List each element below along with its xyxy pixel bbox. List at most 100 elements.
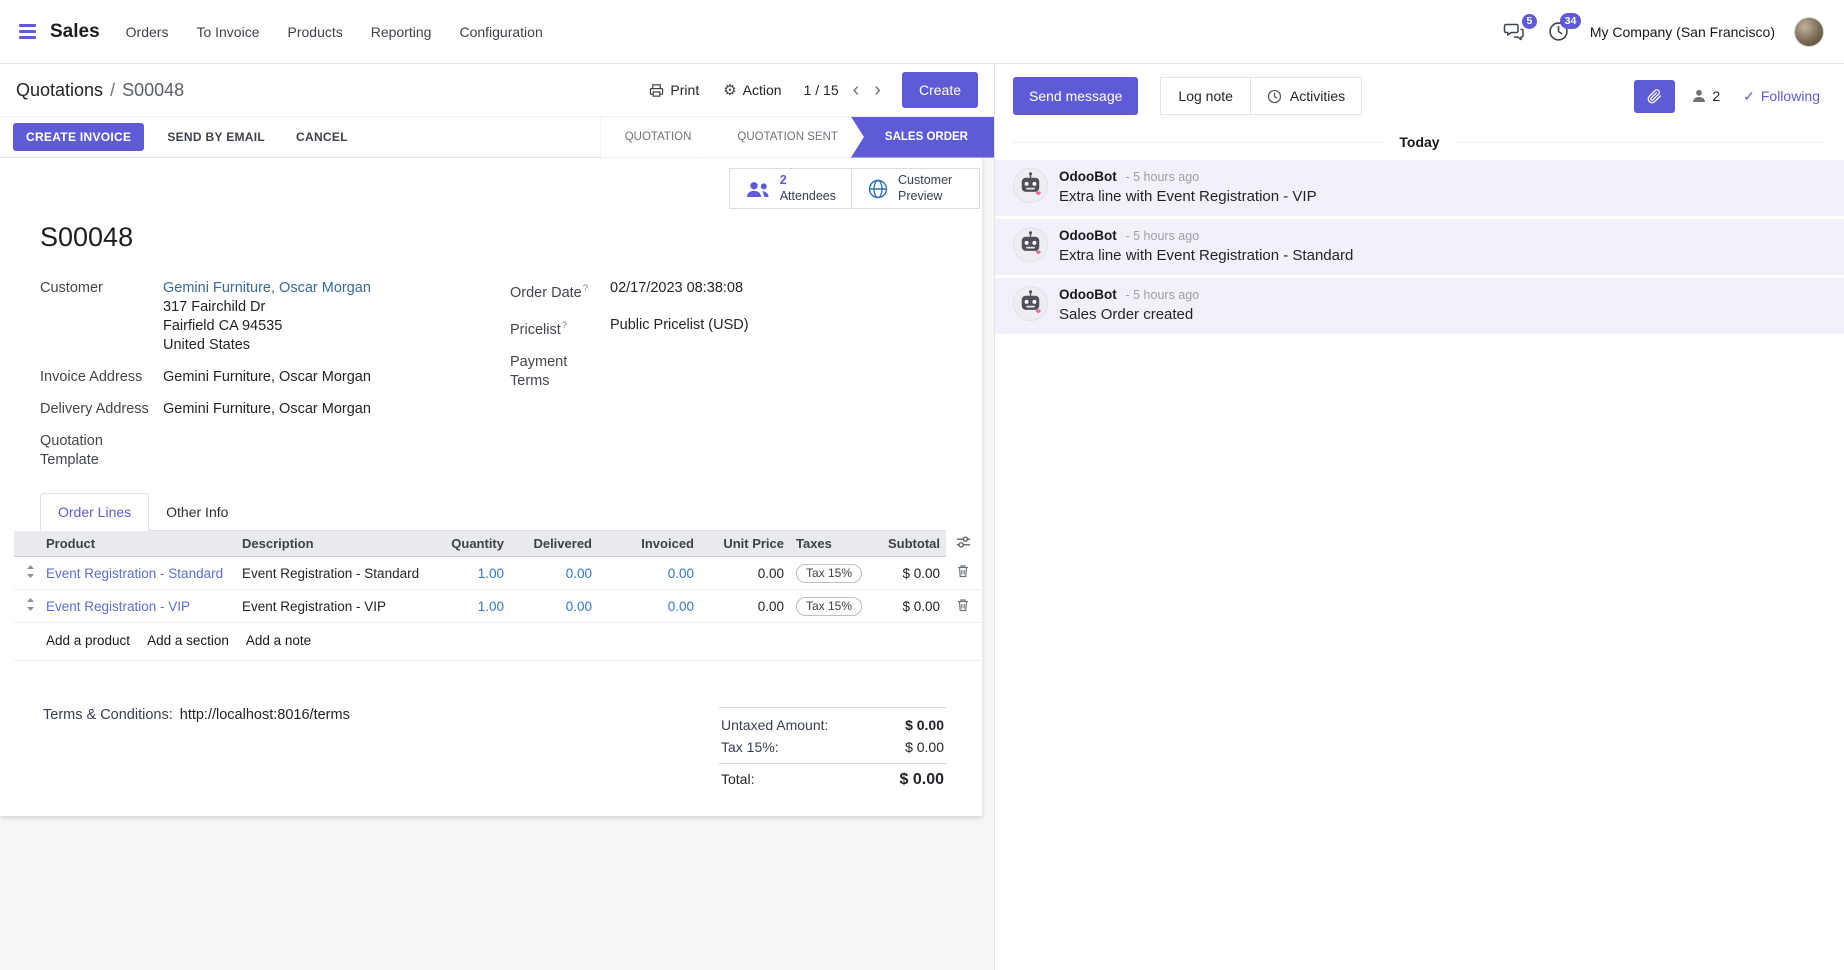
line-unit-price[interactable]: 0.00	[700, 556, 790, 590]
column-description[interactable]: Description	[236, 531, 431, 557]
column-taxes[interactable]: Taxes	[790, 531, 856, 557]
activities-button[interactable]: Activities	[1249, 77, 1363, 115]
add-a-section-link[interactable]: Add a section	[147, 633, 229, 648]
delete-line-icon[interactable]	[957, 565, 969, 581]
message-timestamp: - 5 hours ago	[1125, 288, 1200, 302]
untaxed-amount-label: Untaxed Amount:	[721, 717, 829, 733]
pricelist-value[interactable]: Public Pricelist (USD)	[610, 316, 749, 333]
add-a-note-link[interactable]: Add a note	[245, 633, 312, 648]
statusbar: CREATE INVOICE SEND BY EMAIL CANCEL QUOT…	[0, 116, 994, 158]
log-note-button[interactable]: Log note	[1160, 77, 1250, 115]
line-unit-price[interactable]: 0.00	[700, 589, 790, 623]
followers-button[interactable]: 2	[1692, 88, 1720, 104]
customer-link[interactable]: Gemini Furniture, Oscar Morgan	[163, 280, 371, 296]
message-item[interactable]: OdooBot - 5 hours ago Extra line with Ev…	[995, 219, 1844, 275]
status-step-sales-order[interactable]: SALES ORDER	[850, 116, 994, 158]
message-timestamp: - 5 hours ago	[1125, 170, 1200, 184]
line-description[interactable]: Event Registration - VIP	[236, 589, 431, 623]
line-invoiced[interactable]: 0.00	[598, 556, 700, 590]
order-line-row[interactable]: Event Registration - Standard Event Regi…	[14, 556, 980, 590]
menu-reporting[interactable]: Reporting	[370, 23, 432, 40]
column-subtotal[interactable]: Subtotal	[856, 531, 946, 557]
line-description[interactable]: Event Registration - Standard	[236, 556, 431, 590]
app-brand-sales[interactable]: Sales	[50, 20, 100, 42]
message-body: Extra line with Event Registration - Sta…	[1059, 247, 1354, 264]
chat-bubbles-icon	[1503, 23, 1524, 40]
tax-badge[interactable]: Tax 15%	[796, 563, 863, 583]
field-invoice-address: Invoice Address Gemini Furniture, Oscar …	[40, 368, 510, 387]
column-invoiced[interactable]: Invoiced	[598, 531, 700, 557]
message-author[interactable]: OdooBot	[1059, 169, 1117, 184]
menu-orders[interactable]: Orders	[125, 23, 169, 40]
pager-previous-icon[interactable]: ‹	[852, 79, 860, 101]
notebook-tabs: Order Lines Other Info	[40, 493, 946, 531]
action-button[interactable]: ⚙ Action	[721, 78, 783, 102]
line-quantity[interactable]: 1.00	[431, 589, 510, 623]
drag-handle-icon[interactable]	[26, 565, 35, 581]
line-invoiced[interactable]: 0.00	[598, 589, 700, 623]
message-author[interactable]: OdooBot	[1059, 228, 1117, 243]
tab-order-lines[interactable]: Order Lines	[40, 493, 150, 531]
printer-icon	[650, 83, 664, 97]
column-unit-price[interactable]: Unit Price	[700, 531, 790, 557]
pager-value: 1 / 15	[803, 82, 839, 98]
clock-icon	[1549, 22, 1568, 41]
invoice-address-value[interactable]: Gemini Furniture, Oscar Morgan	[163, 369, 371, 385]
customer-preview-button[interactable]: Customer Preview	[851, 169, 979, 209]
status-step-quotation-sent[interactable]: QUOTATION SENT	[704, 117, 862, 158]
delete-line-icon[interactable]	[957, 598, 969, 615]
attach-files-button[interactable]	[1634, 79, 1676, 113]
attendees-label: Attendees	[779, 188, 836, 203]
menu-products[interactable]: Products	[287, 23, 343, 40]
breadcrumb: Quotations / S00048	[16, 80, 184, 101]
create-invoice-button[interactable]: CREATE INVOICE	[13, 123, 145, 151]
activities-menu-button[interactable]: 34	[1546, 13, 1581, 44]
column-quantity[interactable]: Quantity	[431, 531, 510, 557]
product-link[interactable]: Event Registration - VIP	[46, 598, 191, 614]
cancel-button[interactable]: CANCEL	[288, 123, 356, 151]
product-link[interactable]: Event Registration - Standard	[46, 565, 224, 581]
drag-handle-icon[interactable]	[26, 598, 35, 614]
globe-icon	[868, 179, 888, 198]
tab-other-info[interactable]: Other Info	[149, 493, 245, 530]
line-delivered[interactable]: 0.00	[510, 556, 598, 590]
tax-badge[interactable]: Tax 15%	[796, 596, 863, 616]
terms-url-link[interactable]: http://localhost:8016/terms	[179, 707, 350, 723]
message-item[interactable]: OdooBot - 5 hours ago Extra line with Ev…	[995, 160, 1844, 216]
attendees-stat-button[interactable]: 2 Attendees	[729, 169, 851, 209]
company-switcher[interactable]: My Company (San Francisco)	[1589, 23, 1775, 40]
status-step-quotation[interactable]: QUOTATION	[601, 117, 716, 158]
add-a-product-link[interactable]: Add a product	[46, 633, 131, 648]
stat-buttons: 2 Attendees Customer Preview	[728, 168, 980, 210]
breadcrumb-quotations[interactable]: Quotations	[16, 79, 104, 100]
menu-to-invoice[interactable]: To Invoice	[196, 23, 260, 40]
optional-columns-icon[interactable]	[956, 536, 971, 552]
order-line-row[interactable]: Event Registration - VIP Event Registrat…	[14, 589, 980, 623]
column-delivered[interactable]: Delivered	[510, 531, 598, 557]
delivery-address-value[interactable]: Gemini Furniture, Oscar Morgan	[163, 401, 371, 417]
message-author[interactable]: OdooBot	[1059, 287, 1117, 302]
menu-configuration[interactable]: Configuration	[459, 23, 543, 40]
print-button[interactable]: Print	[647, 78, 701, 102]
date-divider-label: Today	[1399, 134, 1440, 150]
tax-label: Tax 15%:	[721, 739, 779, 755]
send-by-email-button[interactable]: SEND BY EMAIL	[159, 123, 273, 151]
total-value: $ 0.00	[899, 771, 944, 788]
apps-menu-icon[interactable]	[14, 19, 41, 44]
following-button[interactable]: ✓ Following	[1737, 87, 1826, 106]
message-item[interactable]: OdooBot - 5 hours ago Sales Order create…	[995, 278, 1844, 334]
customer-preview-label: Customer Preview	[898, 173, 953, 203]
messages-count-badge: 5	[1521, 13, 1537, 29]
column-product[interactable]: Product	[46, 531, 236, 557]
messages-menu-button[interactable]: 5	[1501, 13, 1537, 44]
form-background: 2 Attendees Customer Preview S00048	[0, 158, 994, 970]
line-delivered[interactable]: 0.00	[510, 589, 598, 623]
send-message-button[interactable]: Send message	[1013, 77, 1139, 115]
create-button[interactable]: Create	[901, 72, 978, 108]
user-avatar[interactable]	[1794, 16, 1824, 47]
pager-next-icon[interactable]: ›	[874, 79, 881, 101]
form-sheet: 2 Attendees Customer Preview S00048	[0, 158, 982, 816]
chatter-panel: Send message Log note Activities	[994, 64, 1844, 970]
line-quantity[interactable]: 1.00	[431, 556, 510, 590]
order-date-value[interactable]: 02/17/2023 08:38:08	[610, 280, 744, 296]
